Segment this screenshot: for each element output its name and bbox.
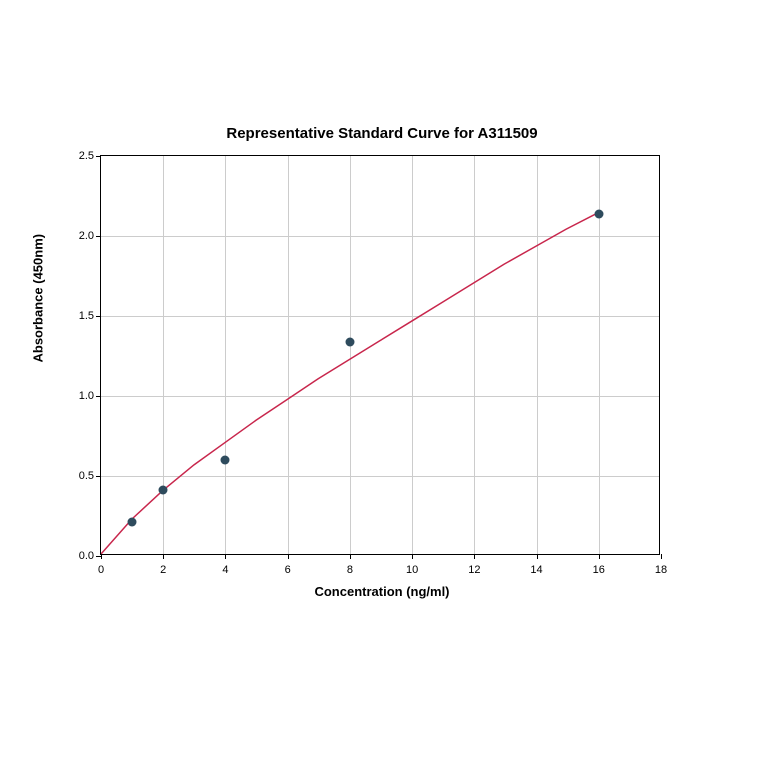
data-point xyxy=(594,209,603,218)
y-axis-label: Absorbance (450nm) xyxy=(31,234,46,363)
x-tick xyxy=(288,554,289,559)
x-tick xyxy=(101,554,102,559)
x-tick xyxy=(599,554,600,559)
x-tick xyxy=(350,554,351,559)
fitted-curve xyxy=(101,156,659,554)
plot-area: 0246810121416180.00.51.01.52.02.5 xyxy=(100,155,660,555)
x-tick-label: 16 xyxy=(593,564,605,576)
x-tick xyxy=(537,554,538,559)
x-tick-label: 2 xyxy=(160,564,166,576)
x-tick-label: 12 xyxy=(468,564,480,576)
data-point xyxy=(128,518,137,527)
x-axis-label: Concentration (ng/ml) xyxy=(0,584,764,599)
y-tick-label: 0.0 xyxy=(66,550,94,562)
y-tick-label: 2.5 xyxy=(66,150,94,162)
x-tick-label: 14 xyxy=(530,564,542,576)
chart-container: 0246810121416180.00.51.01.52.02.5 xyxy=(100,155,660,555)
x-tick-label: 4 xyxy=(222,564,228,576)
x-tick xyxy=(661,554,662,559)
chart-title: Representative Standard Curve for A31150… xyxy=(0,125,764,142)
y-tick-label: 1.0 xyxy=(66,390,94,402)
data-point xyxy=(221,456,230,465)
x-tick xyxy=(474,554,475,559)
y-tick-label: 0.5 xyxy=(66,470,94,482)
y-tick-label: 2.0 xyxy=(66,230,94,242)
y-tick xyxy=(96,556,101,557)
x-tick-label: 6 xyxy=(285,564,291,576)
x-tick xyxy=(163,554,164,559)
x-tick-label: 10 xyxy=(406,564,418,576)
x-tick-label: 18 xyxy=(655,564,667,576)
x-tick-label: 0 xyxy=(98,564,104,576)
y-tick-label: 1.5 xyxy=(66,310,94,322)
data-point xyxy=(345,337,354,346)
data-point xyxy=(159,486,168,495)
x-tick xyxy=(225,554,226,559)
x-tick-label: 8 xyxy=(347,564,353,576)
x-tick xyxy=(412,554,413,559)
